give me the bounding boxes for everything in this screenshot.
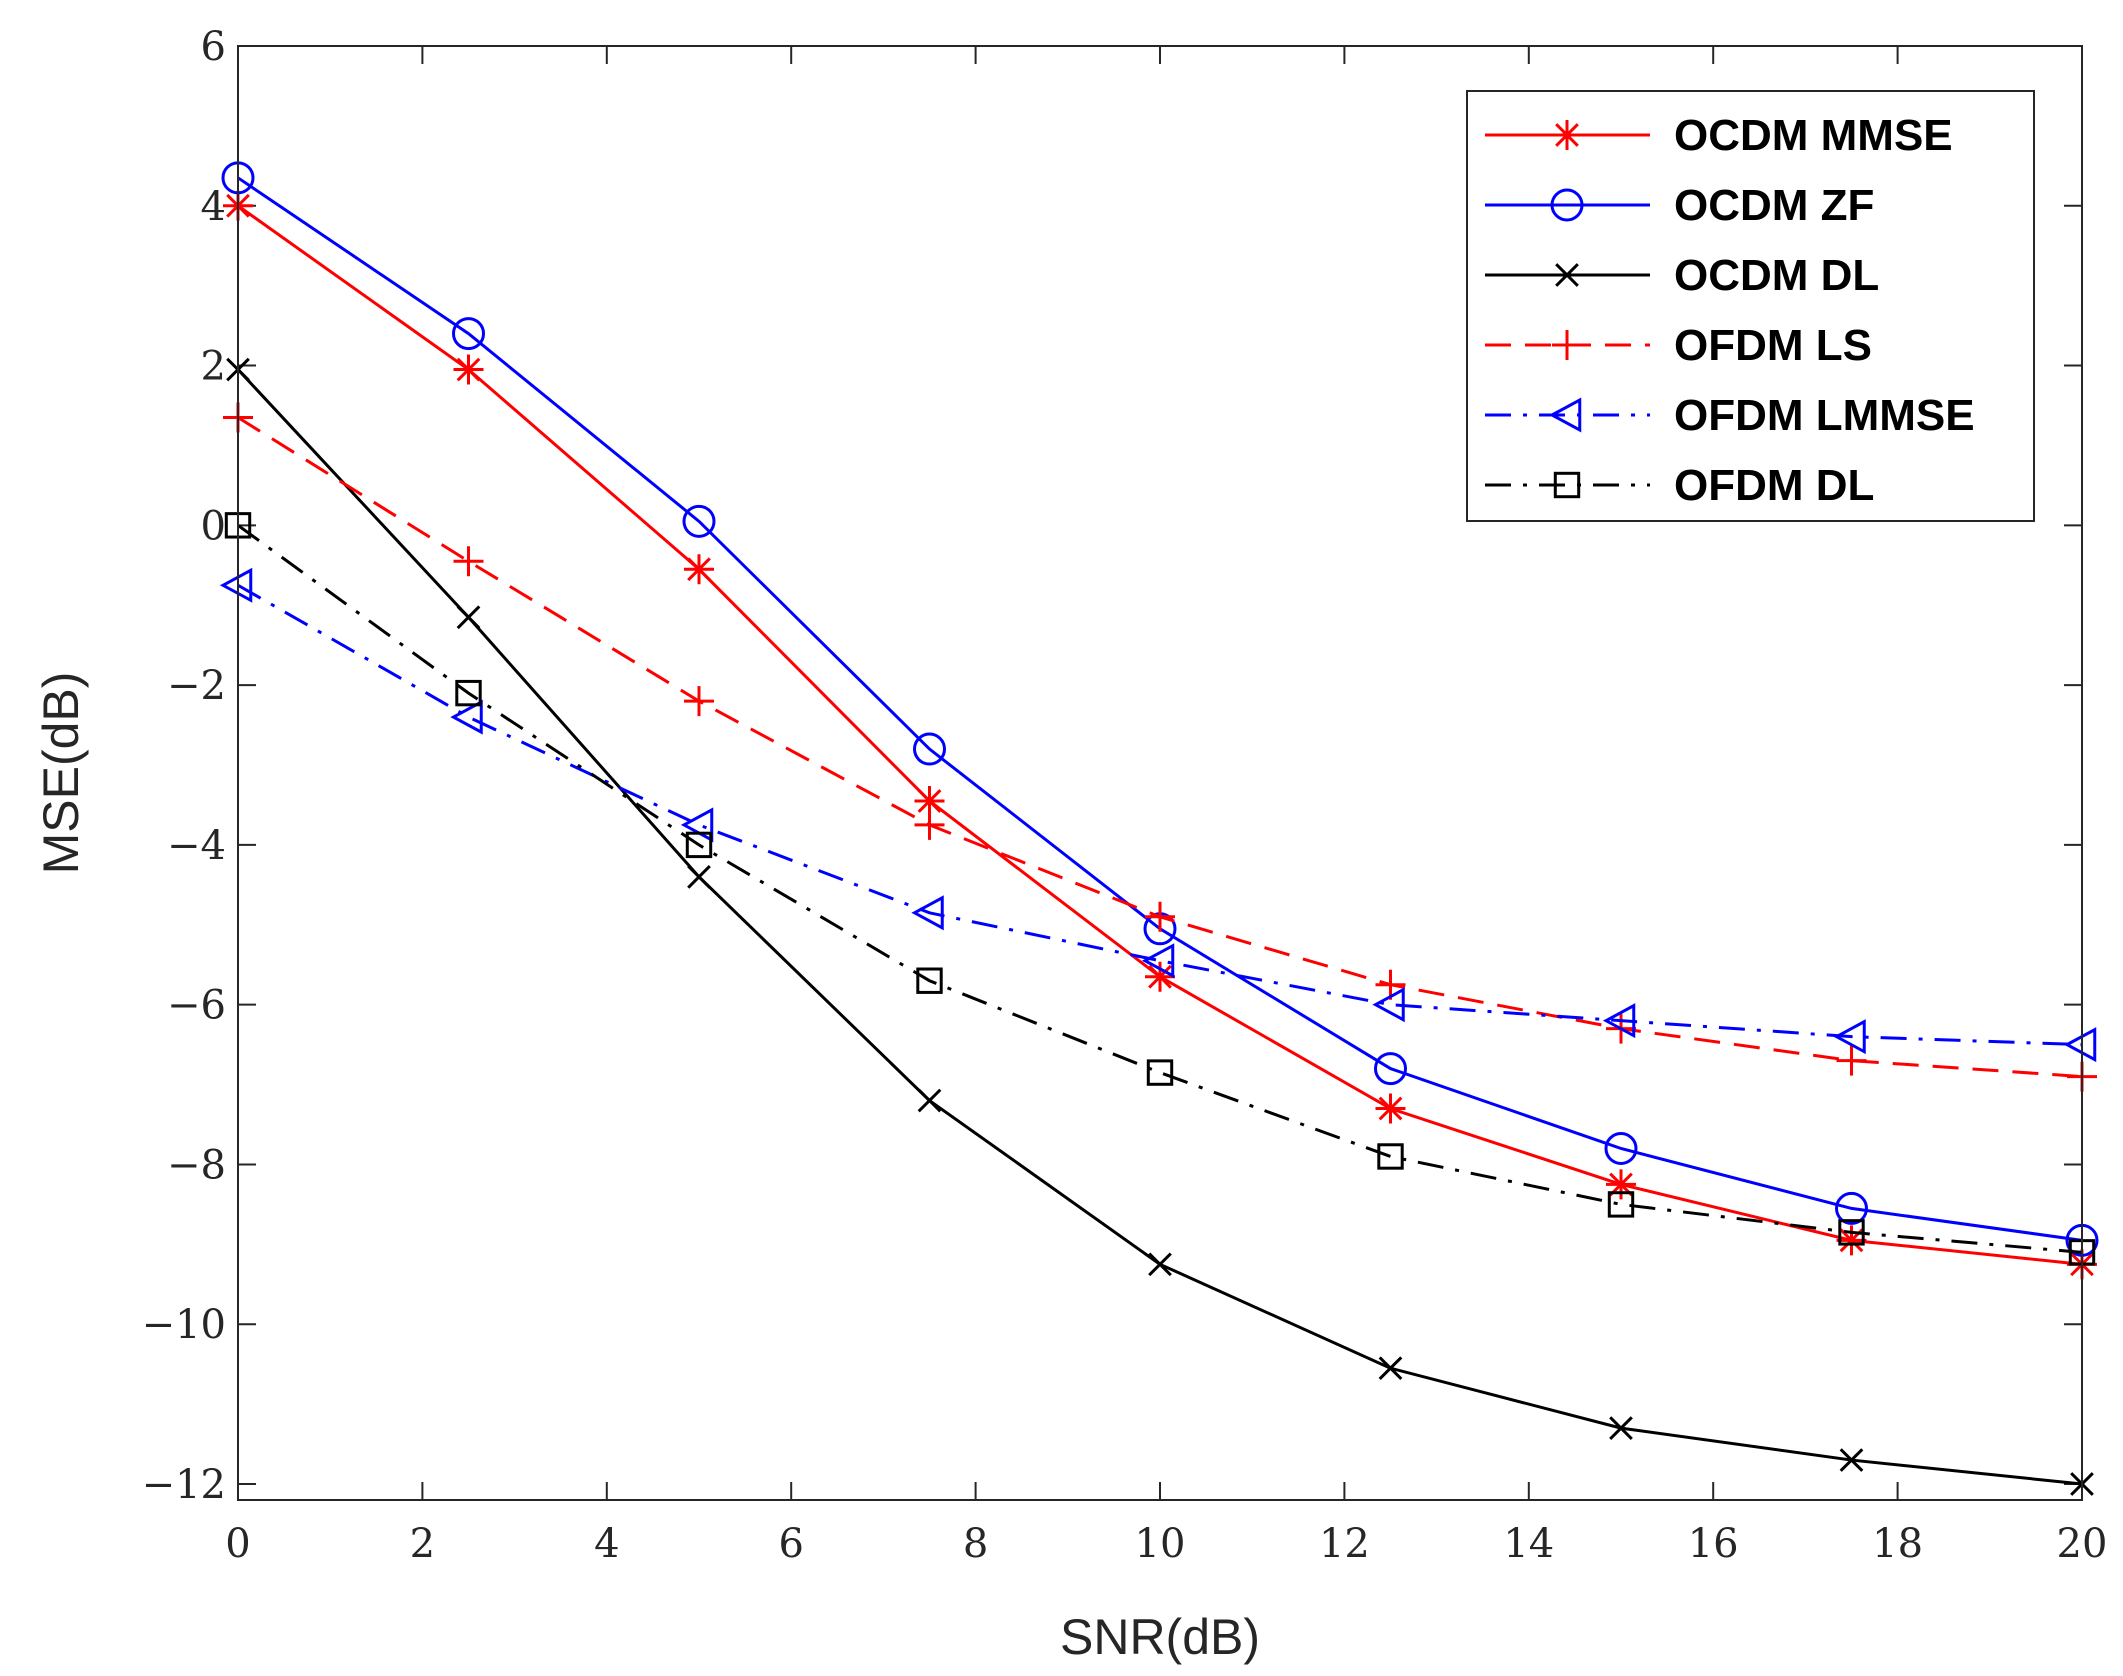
legend-label: OCDM DL (1674, 251, 1879, 300)
data-point (1146, 1059, 1174, 1086)
legend-label: OFDM DL (1674, 461, 1874, 510)
data-point (450, 699, 483, 735)
data-point (1374, 1052, 1407, 1086)
x-tick-label: 4 (594, 1521, 619, 1567)
x-tick-labels: 0 2 4 6 8 10 12 14 16 18 20 (225, 1521, 2107, 1567)
data-point (1836, 1225, 1867, 1256)
y-tick-label: −4 (167, 823, 226, 869)
legend-item: OFDM LMMSE (1485, 391, 1975, 440)
data-point (1548, 397, 1582, 433)
y-tick-label: −12 (142, 1462, 226, 1508)
data-point (684, 554, 714, 585)
x-tick-label: 6 (778, 1521, 803, 1567)
x-tick-label: 8 (963, 1521, 988, 1567)
data-point (1550, 188, 1584, 222)
data-point (1555, 263, 1579, 287)
x-tick-label: 10 (1135, 1521, 1186, 1567)
y-tick-label: −8 (167, 1142, 226, 1188)
y-tick-label: −6 (167, 983, 226, 1029)
data-point (1835, 1191, 1868, 1225)
data-point (456, 605, 481, 630)
legend-label: OCDM MMSE (1674, 111, 1953, 160)
legend-item: OCDM ZF (1485, 181, 1874, 230)
data-point (1141, 943, 1175, 979)
legend-item: OCDM MMSE (1485, 111, 1953, 160)
data-point (1609, 1416, 1633, 1440)
data-point (914, 809, 945, 840)
x-tick-label: 16 (1688, 1521, 1739, 1567)
y-tick-label: −2 (167, 663, 226, 709)
data-point (687, 864, 711, 889)
data-point (685, 831, 713, 859)
legend: OCDM MMSE OCDM ZF OCDM DL OFDM LS OFDM LMMSE… (1466, 90, 2035, 522)
y-tick-label: 2 (201, 344, 226, 390)
legend-item: OFDM DL (1485, 461, 1874, 510)
data-point (1145, 961, 1175, 992)
legend-item: OCDM DL (1485, 251, 1879, 300)
data-point (1377, 1143, 1404, 1170)
data-point (1553, 471, 1581, 499)
x-tick-label: 2 (410, 1521, 435, 1567)
data-point (1607, 1191, 1635, 1218)
data-point (1836, 1045, 1867, 1076)
data-point (684, 686, 714, 717)
legend-label: OFDM LMMSE (1674, 391, 1975, 440)
x-tick-label: 18 (1872, 1521, 1923, 1567)
data-point (452, 317, 485, 351)
data-point (917, 1088, 942, 1113)
data-point (453, 354, 484, 385)
data-point (1375, 969, 1406, 1000)
x-tick-label: 14 (1503, 1521, 1554, 1567)
data-point (1833, 1019, 1866, 1055)
x-axis-title: SNR(dB) (1060, 1609, 1260, 1665)
data-point (1552, 330, 1582, 360)
x-tick-label: 20 (2057, 1521, 2108, 1567)
y-tick-label: 4 (201, 184, 226, 230)
data-point (1145, 901, 1175, 932)
series-line (237, 524, 2083, 1254)
data-point (1838, 1219, 1865, 1246)
y-tick-label: 6 (201, 24, 226, 70)
y-tick-labels: 6 4 2 0 −2 −4 −6 −8 −10 −12 (142, 24, 226, 1508)
data-point (219, 567, 253, 603)
legend-item: OFDM LS (1485, 321, 1872, 370)
data-point (455, 679, 482, 707)
y-tick-label: −10 (142, 1302, 226, 1348)
series-layer (219, 161, 2099, 1496)
data-point (1378, 1356, 1403, 1381)
data-point (1604, 1131, 1638, 1165)
plot-frame (237, 45, 2083, 1501)
data-point (1372, 987, 1405, 1023)
series-line (237, 583, 2083, 1047)
data-point (1606, 1169, 1636, 1200)
y-axis-title: MSE(dB) (33, 672, 89, 875)
x-tick-label: 0 (225, 1521, 250, 1567)
data-point (1602, 1003, 1636, 1039)
data-point (911, 895, 944, 931)
y-tick-label: 0 (201, 503, 226, 549)
data-point (914, 785, 945, 816)
data-point (2063, 1027, 2097, 1063)
data-point (1839, 1448, 1864, 1472)
data-point (453, 546, 484, 577)
legend-label: OFDM LS (1674, 321, 1872, 370)
data-point (1375, 1093, 1406, 1124)
legend-label: OCDM ZF (1674, 181, 1874, 230)
data-point (1552, 120, 1582, 150)
x-tick-label: 12 (1319, 1521, 1370, 1567)
data-point (1148, 1252, 1172, 1277)
legend-box (1466, 90, 2035, 522)
data-point (682, 504, 716, 538)
data-point (913, 732, 946, 766)
data-point (916, 967, 943, 994)
